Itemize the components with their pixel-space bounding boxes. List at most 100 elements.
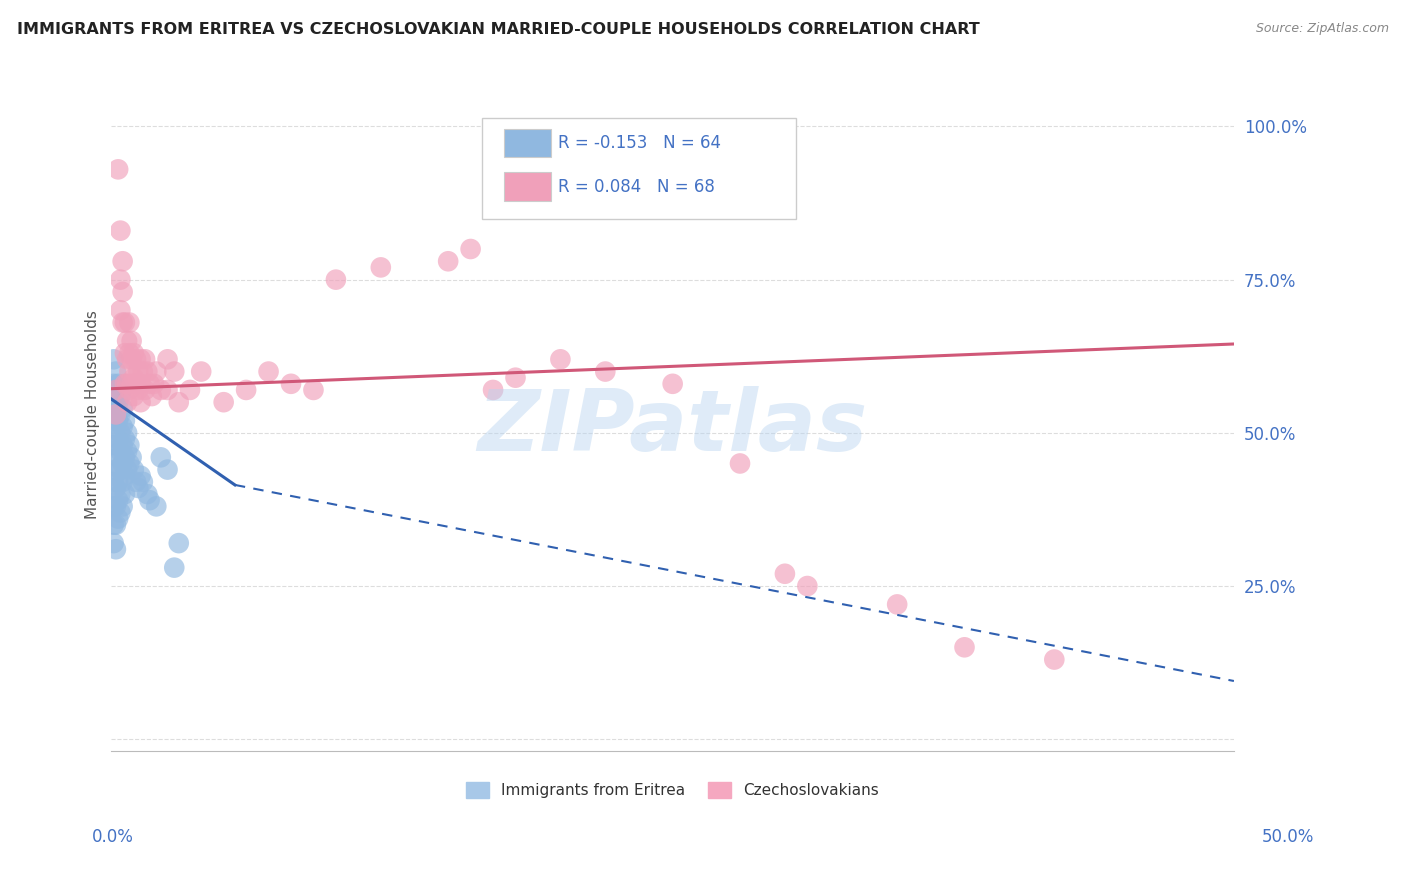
Point [103,517,125,532]
Point [114,316,136,330]
Point [107,414,129,428]
Point [104,365,127,379]
Point [129,352,152,367]
Point [132,365,155,379]
Y-axis label: Married-couple Households: Married-couple Households [86,310,100,519]
Point [107,432,129,446]
Point [114,432,136,446]
Point [156,462,179,476]
Point [111,438,134,452]
Point [460,242,482,256]
Point [661,376,683,391]
Point [134,352,156,367]
Point [104,517,127,532]
Point [136,365,159,379]
Point [179,383,201,397]
Point [110,506,132,520]
Point [104,408,127,422]
Point [110,224,132,238]
Point [104,401,127,416]
Point [190,365,212,379]
Point [156,383,179,397]
Legend: Immigrants from Eritrea, Czechoslovakians: Immigrants from Eritrea, Czechoslovakian… [460,776,886,805]
Point [143,376,166,391]
Point [127,365,149,379]
Point [103,395,125,409]
Point [110,487,132,501]
Point [114,414,136,428]
Point [257,365,280,379]
Point [110,408,132,422]
Text: Source: ZipAtlas.com: Source: ZipAtlas.com [1256,22,1389,36]
Point [134,383,156,397]
Point [103,438,125,452]
Point [104,419,127,434]
Point [212,395,235,409]
Point [121,334,143,348]
Point [103,457,125,471]
Point [118,383,141,397]
Point [118,457,141,471]
Point [107,395,129,409]
Point [370,260,392,275]
Point [103,536,125,550]
Point [111,254,134,268]
Point [121,450,143,465]
Point [149,383,172,397]
Point [118,365,141,379]
Point [104,500,127,514]
Point [107,162,129,177]
Point [167,536,190,550]
Point [595,365,617,379]
Point [107,475,129,489]
Point [111,419,134,434]
Point [118,316,141,330]
Point [103,414,125,428]
Point [302,383,325,397]
Point [103,376,125,391]
Point [107,450,129,465]
Point [482,383,505,397]
Point [103,475,125,489]
Point [107,493,129,508]
Point [110,425,132,440]
Point [115,395,138,409]
FancyBboxPatch shape [505,128,551,157]
Point [163,560,186,574]
Point [156,352,179,367]
Point [104,481,127,495]
Point [145,365,167,379]
Point [121,352,143,367]
Point [115,376,138,391]
Text: 0.0%: 0.0% [91,828,134,846]
Point [110,389,132,403]
Point [104,438,127,452]
Point [118,346,141,360]
Point [129,395,152,409]
Point [110,303,132,318]
Point [886,598,908,612]
Point [115,334,138,348]
Point [111,401,134,416]
Point [115,462,138,476]
Point [111,316,134,330]
Point [107,511,129,525]
Text: IMMIGRANTS FROM ERITREA VS CZECHOSLOVAKIAN MARRIED-COUPLE HOUSEHOLDS CORRELATION: IMMIGRANTS FROM ERITREA VS CZECHOSLOVAKI… [17,22,980,37]
Point [107,376,129,391]
Point [129,376,152,391]
Point [115,425,138,440]
Point [110,462,132,476]
Point [235,383,257,397]
FancyBboxPatch shape [482,118,796,219]
Point [125,376,148,391]
Point [111,457,134,471]
Point [118,438,141,452]
Point [167,395,190,409]
Point [122,462,145,476]
Text: R = 0.084   N = 68: R = 0.084 N = 68 [558,178,716,195]
Text: ZIPatlas: ZIPatlas [478,386,868,469]
Point [104,462,127,476]
Point [149,450,172,465]
Point [104,542,127,557]
Point [141,389,163,403]
